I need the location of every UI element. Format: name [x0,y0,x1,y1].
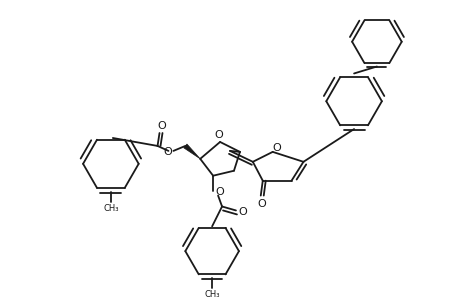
Text: CH₃: CH₃ [204,290,219,299]
Text: CH₃: CH₃ [103,204,118,213]
Text: O: O [214,130,223,140]
Polygon shape [183,144,200,159]
Text: O: O [257,199,266,208]
Text: O: O [215,187,224,196]
Text: O: O [157,121,166,131]
Text: O: O [238,207,247,218]
Text: O: O [272,143,280,153]
Text: O: O [163,147,172,157]
